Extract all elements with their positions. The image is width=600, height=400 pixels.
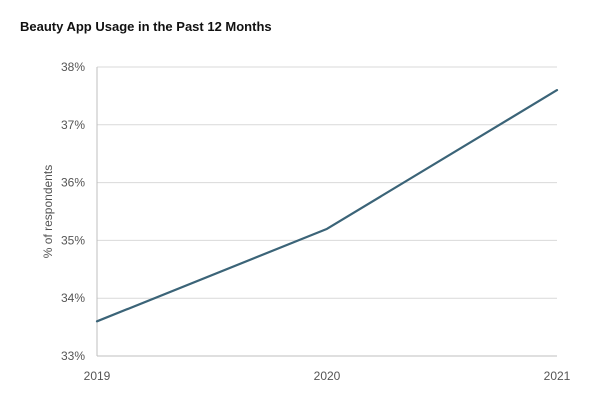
x-tick-label: 2019 [84,369,111,383]
axes [96,67,557,357]
x-tick-label: 2020 [314,369,341,383]
chart-title: Beauty App Usage in the Past 12 Months [20,19,272,34]
gridlines [97,66,557,299]
y-axis-title: % of respondents [41,165,55,258]
x-tick-labels: 2019 2020 2021 [84,369,571,383]
y-tick-label: 37% [61,118,85,132]
y-tick-label: 36% [61,176,85,190]
y-tick-label: 34% [61,291,85,305]
series-line [95,89,559,323]
y-tick-label: 33% [61,349,85,363]
series [95,89,559,323]
y-tick-label: 38% [61,60,85,74]
y-tick-labels: 33% 34% 35% 36% 37% 38% [61,60,85,363]
y-tick-label: 35% [61,233,85,247]
x-tick-label: 2021 [544,369,571,383]
